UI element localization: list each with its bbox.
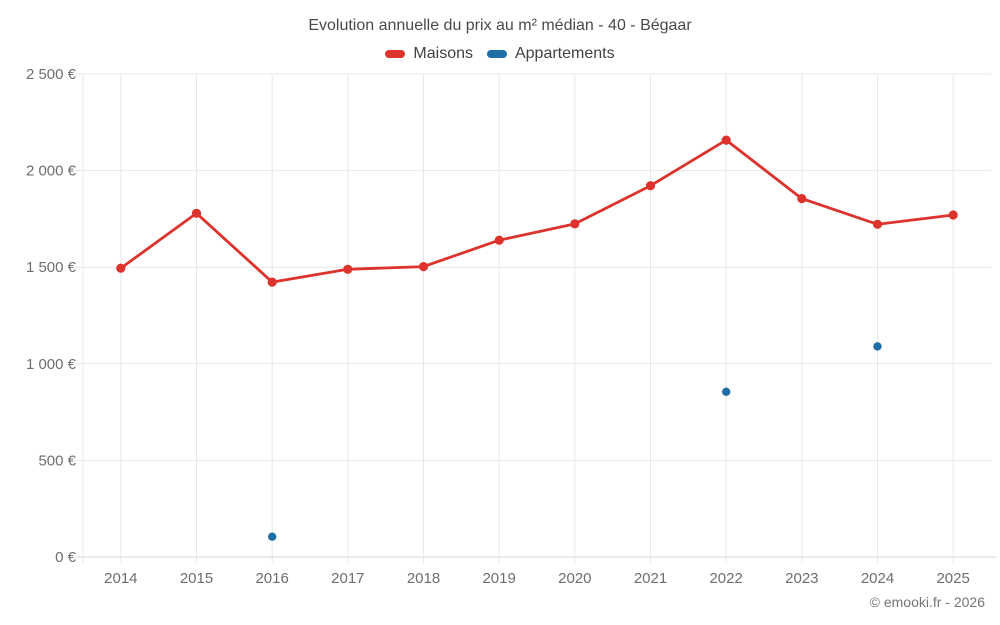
- x-tick-label: 2018: [407, 570, 440, 587]
- x-tick-label: 2016: [255, 570, 288, 587]
- legend-label-maisons: Maisons: [413, 45, 473, 62]
- copyright: © emooki.fr - 2026: [869, 594, 985, 610]
- legend-swatch-maisons-icon: [385, 50, 406, 58]
- maisons-point-2023: [797, 194, 807, 204]
- x-tick-label: 2022: [709, 570, 742, 587]
- maisons-point-2024: [872, 219, 883, 229]
- appartements-point-2016: [268, 532, 277, 541]
- y-tick-label: 2 500 €: [26, 66, 77, 83]
- y-tick-label: 1 500 €: [26, 259, 77, 276]
- x-tick-label: 2015: [180, 570, 213, 587]
- maisons-point-2022: [721, 135, 731, 145]
- maisons-point-2020: [570, 219, 580, 229]
- chart-title: Evolution annuelle du prix au m² médian …: [308, 17, 692, 34]
- maisons-point-2019: [494, 235, 504, 245]
- appartements-point-2022: [722, 387, 731, 396]
- x-tick-label: 2021: [634, 570, 667, 587]
- x-tick-label: 2020: [558, 570, 591, 587]
- x-tick-label: 2023: [785, 570, 818, 587]
- legend-item-appartements[interactable]: Appartements: [486, 45, 615, 63]
- y-tick-label: 2 000 €: [26, 163, 77, 180]
- legend-swatch-appartements-icon: [486, 50, 507, 58]
- maisons-point-2017: [343, 264, 353, 274]
- x-tick-label: 2024: [861, 570, 894, 587]
- x-tick-label: 2017: [331, 570, 364, 587]
- maisons-point-2021: [645, 181, 656, 191]
- x-tick-label: 2014: [104, 570, 137, 587]
- y-tick-label: 0 €: [55, 549, 77, 566]
- maisons-point-2015: [191, 208, 202, 218]
- maisons-line: [119, 138, 955, 284]
- appartements-point-2024: [873, 342, 882, 351]
- maisons-point-2025: [948, 210, 958, 220]
- maisons-point-2018: [418, 262, 429, 272]
- y-tick-label: 1 000 €: [26, 356, 77, 373]
- y-tick-label: 500 €: [38, 452, 76, 469]
- legend-item-maisons[interactable]: Maisons: [385, 45, 473, 63]
- x-tick-label: 2025: [936, 570, 969, 587]
- x-tick-label: 2019: [482, 570, 515, 587]
- maisons-point-2014: [116, 263, 126, 273]
- legend-label-appartements: Appartements: [514, 45, 615, 62]
- maisons-point-2016: [267, 277, 277, 287]
- legend: Maisons Appartements: [0, 45, 1000, 63]
